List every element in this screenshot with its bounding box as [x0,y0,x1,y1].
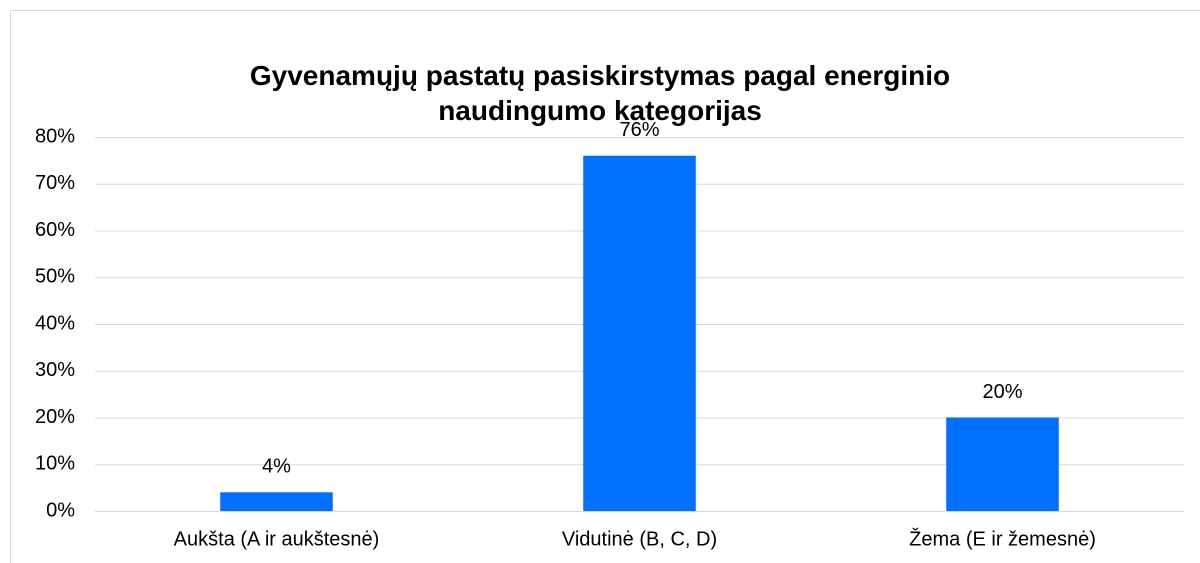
y-tick-label: 60% [35,219,75,241]
y-tick-label: 10% [35,453,75,475]
x-tick-label: Vidutinė (B, C, D) [562,528,717,550]
bar [946,417,1059,511]
y-tick-label: 80% [35,125,75,147]
data-label: 4% [262,456,291,478]
x-tick-label: Žema (E ir žemesnė) [909,527,1096,550]
data-label: 76% [619,119,659,141]
chart-title: Gyvenamųjų pastatų pasiskirstymas pagal … [249,60,951,126]
data-label: 20% [982,381,1022,403]
bar [583,155,696,511]
bar [220,492,333,511]
x-tick-label: Aukšta (A ir aukštesnė) [174,528,380,550]
y-tick-label: 30% [35,359,75,381]
y-tick-label: 40% [35,312,75,334]
y-tick-label: 0% [46,499,75,521]
y-tick-label: 20% [35,406,75,428]
y-tick-label: 50% [35,266,75,288]
y-tick-label: 70% [35,172,75,194]
